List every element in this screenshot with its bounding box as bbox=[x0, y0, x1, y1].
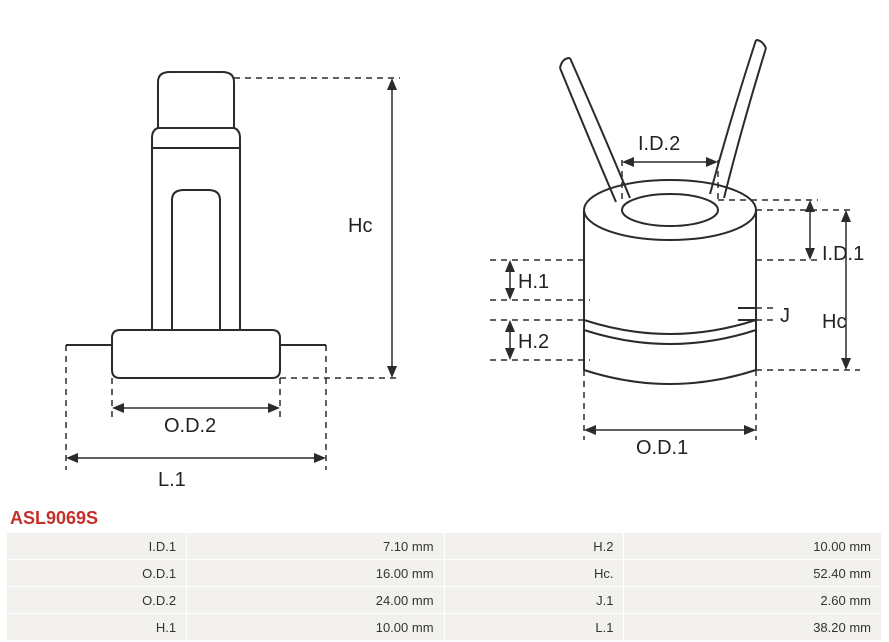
table-row: H.1 10.00 mm L.1 38.20 mm bbox=[7, 614, 881, 640]
label-od1: O.D.1 bbox=[636, 437, 688, 459]
table-row: O.D.2 24.00 mm J.1 2.60 mm bbox=[7, 587, 881, 613]
product-code: ASL9069S bbox=[10, 508, 98, 529]
label-j: J bbox=[780, 305, 790, 327]
label-hc-left: Hc bbox=[348, 215, 372, 237]
label-hc-right: Hc bbox=[822, 311, 846, 333]
label-h2: H.2 bbox=[518, 331, 549, 353]
spec-value: 16.00 mm bbox=[187, 560, 443, 586]
right-diagram: I.D.2 I.D.1 H.1 H.2 J Hc O.D.1 bbox=[430, 0, 889, 500]
left-diagram: Hc O.D.2 L.1 bbox=[0, 0, 430, 500]
label-l1-left: L.1 bbox=[158, 469, 186, 491]
label-id1: I.D.1 bbox=[822, 243, 864, 265]
spec-value: 10.00 mm bbox=[187, 614, 443, 640]
diagram-area: Hc O.D.2 L.1 bbox=[0, 0, 889, 500]
spec-value: 52.40 mm bbox=[624, 560, 881, 586]
label-h1: H.1 bbox=[518, 271, 549, 293]
label-od2: O.D.2 bbox=[164, 415, 216, 437]
table-row: O.D.1 16.00 mm Hc. 52.40 mm bbox=[7, 560, 881, 586]
spec-value: 2.60 mm bbox=[624, 587, 881, 613]
spec-label: J.1 bbox=[445, 587, 624, 613]
spec-value: 7.10 mm bbox=[187, 533, 443, 559]
spec-label: H.2 bbox=[445, 533, 624, 559]
spec-label: H.1 bbox=[7, 614, 186, 640]
spec-label: L.1 bbox=[445, 614, 624, 640]
label-id2: I.D.2 bbox=[638, 133, 680, 155]
spec-value: 24.00 mm bbox=[187, 587, 443, 613]
spec-value: 10.00 mm bbox=[624, 533, 881, 559]
spec-table: I.D.1 7.10 mm H.2 10.00 mm O.D.1 16.00 m… bbox=[6, 532, 882, 641]
spec-value: 38.20 mm bbox=[624, 614, 881, 640]
spec-label: O.D.1 bbox=[7, 560, 186, 586]
spec-label: Hc. bbox=[445, 560, 624, 586]
table-row: I.D.1 7.10 mm H.2 10.00 mm bbox=[7, 533, 881, 559]
spec-label: I.D.1 bbox=[7, 533, 186, 559]
spec-label: O.D.2 bbox=[7, 587, 186, 613]
